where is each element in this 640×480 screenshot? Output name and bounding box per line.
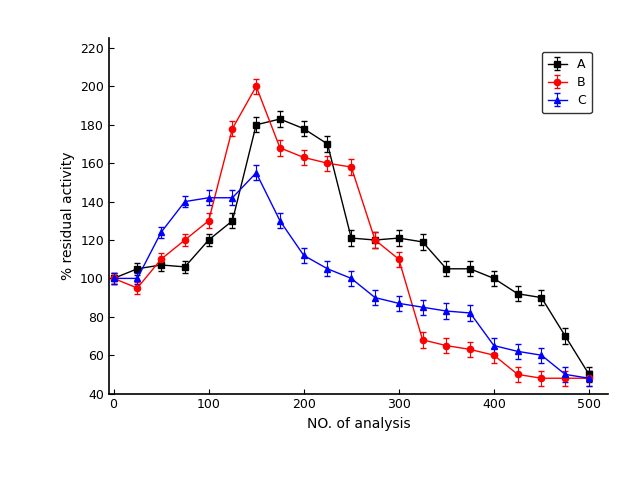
Legend: A, B, C: A, B, C [542, 52, 592, 113]
Y-axis label: % residual activity: % residual activity [61, 152, 74, 280]
X-axis label: NO. of analysis: NO. of analysis [307, 417, 410, 431]
